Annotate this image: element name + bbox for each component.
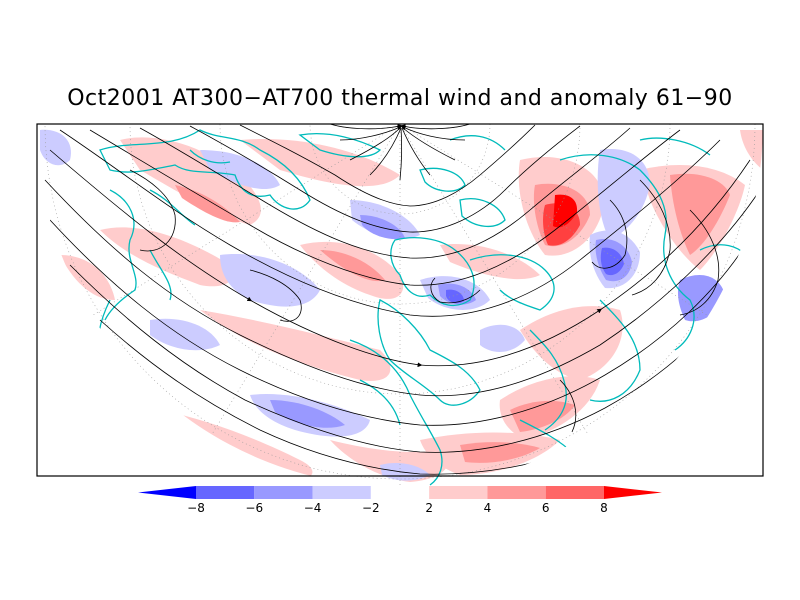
colorbar-tick-label: 6 — [542, 501, 550, 515]
colorbar-segment — [604, 486, 662, 499]
colorbar-segment — [429, 486, 488, 499]
colorbar-segment — [138, 486, 196, 499]
thermal-wind-streamlines — [44, 124, 761, 475]
colorbar-tick-label: −6 — [245, 501, 263, 515]
colorbar-segment — [370, 486, 430, 499]
colorbar-segment — [196, 486, 255, 499]
map-title: Oct2001 AT300−AT700 thermal wind and ano… — [67, 86, 733, 111]
anomaly-shading — [40, 129, 763, 483]
colorbar-segment — [254, 486, 313, 499]
colorbar: −8 −6 −4 −2 2 4 6 8 — [138, 486, 662, 515]
colorbar-tick-label: −8 — [187, 501, 205, 515]
map-frame — [36, 123, 764, 477]
colorbar-segment — [312, 486, 371, 499]
colorbar-tick-label: −2 — [362, 501, 380, 515]
colorbar-tick-label: 4 — [484, 501, 492, 515]
colorbar-tick-label: 2 — [425, 501, 433, 515]
colorbar-tick-label: 8 — [600, 501, 608, 515]
colorbar-segment — [545, 486, 604, 499]
colorbar-segment — [487, 486, 546, 499]
colorbar-tick-label: −4 — [304, 501, 322, 515]
